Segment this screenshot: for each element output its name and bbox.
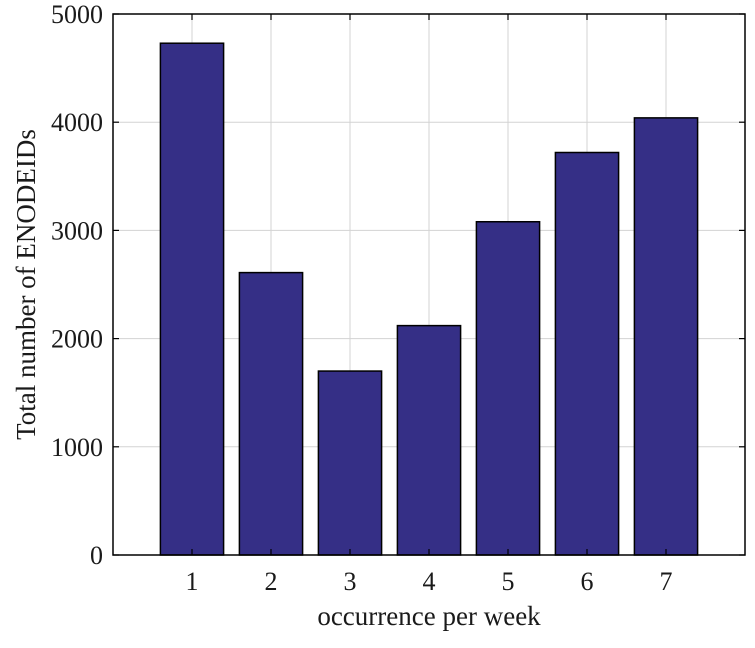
bar-7 xyxy=(633,117,699,556)
bars xyxy=(159,42,699,556)
x-tick-label: 2 xyxy=(265,567,278,596)
bar-2 xyxy=(238,271,304,556)
y-tick-label: 0 xyxy=(90,541,103,570)
x-tick-label: 4 xyxy=(423,567,436,596)
y-tick-label: 1000 xyxy=(51,433,103,462)
y-tick-label: 3000 xyxy=(51,216,103,245)
bar-5 xyxy=(475,220,541,556)
y-tick-label: 2000 xyxy=(51,325,103,354)
x-axis-label: occurrence per week xyxy=(317,601,541,631)
bar-3 xyxy=(317,370,383,556)
x-tick-label: 6 xyxy=(581,567,594,596)
x-tick-label: 3 xyxy=(344,567,357,596)
y-tick-label: 4000 xyxy=(51,108,103,137)
bar-1 xyxy=(159,42,225,556)
y-tick-label: 5000 xyxy=(51,0,103,29)
x-tick-label: 7 xyxy=(660,567,673,596)
x-tick-label: 5 xyxy=(502,567,515,596)
y-axis-label: Total number of ENODEIDs xyxy=(11,129,41,440)
y-tick-labels: 0 1000 2000 3000 4000 5000 xyxy=(51,0,745,570)
x-tick-label: 1 xyxy=(186,567,199,596)
x-tick-labels: 1 2 3 4 5 6 7 xyxy=(186,14,673,596)
bar-4 xyxy=(396,324,462,556)
bar-6 xyxy=(554,151,620,556)
